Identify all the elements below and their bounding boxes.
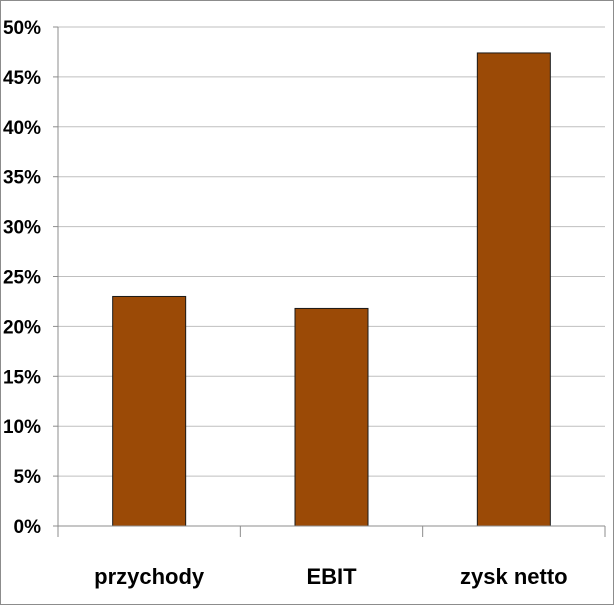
axes: [53, 26, 606, 537]
bars: [112, 52, 551, 527]
bar-EBIT: [294, 307, 369, 527]
x-category-label: przychody: [94, 564, 205, 589]
bar-zysk-netto: [476, 52, 551, 527]
y-tick-label: 20%: [3, 317, 41, 338]
bar-przychody: [112, 295, 187, 527]
y-tick-labels: 0% 5% 10% 15% 20% 25% 30% 35% 40% 45% 50%: [3, 18, 41, 538]
y-tick-label: 25%: [3, 268, 41, 289]
y-tick-label: 0%: [14, 517, 42, 538]
y-tick-label: 5%: [14, 467, 42, 488]
y-tick-label: 50%: [3, 18, 41, 39]
y-tick-label: 40%: [3, 118, 41, 139]
y-tick-label: 30%: [3, 218, 41, 239]
x-category-labels: przychody EBIT zysk netto: [94, 564, 567, 589]
y-tick-label: 10%: [3, 417, 41, 438]
x-category-label: EBIT: [306, 564, 357, 589]
y-tick-label: 45%: [3, 68, 41, 89]
y-tick-label: 15%: [3, 367, 41, 388]
y-tick-label: 35%: [3, 168, 41, 189]
x-category-label: zysk netto: [460, 564, 568, 589]
